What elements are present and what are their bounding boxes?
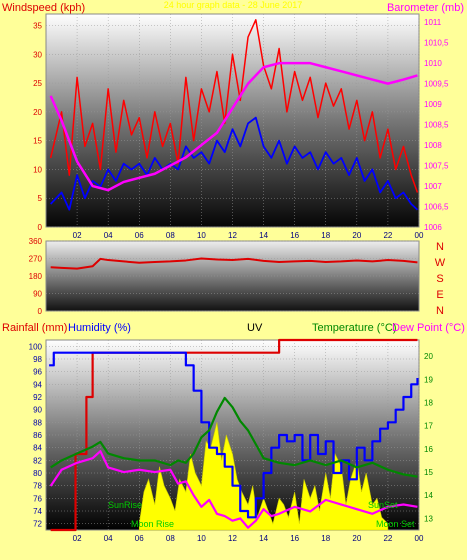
barometer-y-tick: 1010	[424, 59, 442, 68]
x-tick-label: 08	[166, 231, 175, 240]
x-tick-label: 08	[166, 534, 175, 543]
barometer-y-tick: 1010,5	[424, 39, 449, 48]
x-tick-label: 20	[352, 231, 361, 240]
x-tick-label: 22	[383, 231, 392, 240]
x-tick-label: 02	[73, 231, 82, 240]
x-tick-label: 04	[104, 534, 113, 543]
x-tick-label: 06	[135, 231, 144, 240]
barometer-y-tick: 1006	[424, 223, 442, 232]
wind-y-tick: 20	[33, 108, 42, 117]
humidity-y-tick: 82	[33, 456, 42, 465]
humidity-y-tick: 98	[33, 355, 42, 364]
x-tick-label: 18	[321, 231, 330, 240]
humidity-label: Humidity (%)	[68, 322, 131, 334]
humidity-y-tick: 76	[33, 494, 42, 503]
temperature-label: Temperature (°C)	[312, 322, 396, 334]
x-tick-label: 12	[228, 231, 237, 240]
temperature-y-tick: 13	[424, 514, 433, 523]
humidity-y-tick: 80	[33, 469, 42, 478]
x-tick-label: 10	[197, 534, 206, 543]
humidity-y-tick: 78	[33, 482, 42, 491]
wind_avg-line	[50, 116, 419, 211]
humidity-y-tick: 84	[33, 444, 42, 453]
x-tick-label: 16	[290, 534, 299, 543]
temperature-y-tick: 16	[424, 445, 433, 454]
compass-w: W	[435, 257, 446, 269]
temperature-y-tick: 19	[424, 375, 433, 384]
wind-y-tick: 15	[33, 137, 42, 146]
dewpoint-label: Dew Point (°C)	[392, 322, 465, 334]
sunset-annotation: SunSet	[368, 500, 398, 510]
barometer-y-tick: 1011	[424, 18, 442, 27]
direction-y-tick: 270	[29, 255, 43, 264]
x-tick-label: 10	[197, 231, 206, 240]
x-tick-label: 12	[228, 534, 237, 543]
barometer-line	[49, 61, 418, 192]
humidity-y-tick: 92	[33, 393, 42, 402]
compass-e: E	[436, 289, 443, 301]
wind-y-tick: 5	[38, 194, 43, 203]
humidity-y-tick: 74	[33, 507, 42, 516]
sunrise-annotation: SunRise	[108, 500, 142, 510]
compass-s: S	[436, 273, 443, 285]
barometer-axis-label: Barometer (mb)	[387, 2, 464, 14]
compass-n-bottom: N	[436, 305, 444, 317]
uv-label: UV	[247, 322, 263, 334]
barometer-y-tick: 1007	[424, 182, 442, 191]
rainfall-label: Rainfall (mm)	[2, 322, 67, 334]
humidity-y-tick: 72	[33, 520, 42, 529]
humidity-y-tick: 90	[33, 406, 42, 415]
barometer-y-tick: 1007,5	[424, 162, 449, 171]
compass-n: N	[436, 241, 444, 253]
wind-panel	[45, 13, 420, 228]
barometer-y-tick: 1008,5	[424, 121, 449, 130]
uv-area	[138, 422, 389, 531]
dewpoint-line	[49, 450, 418, 529]
chart-title: 24 hour graph data - 28 June 2017	[164, 0, 303, 10]
humidity-y-tick: 88	[33, 418, 42, 427]
x-tick-label: 04	[104, 231, 113, 240]
wind_gust-line	[49, 19, 419, 193]
humidity-y-tick: 96	[33, 368, 42, 377]
x-tick-label: 14	[259, 231, 268, 240]
direction-y-tick: 0	[38, 307, 43, 316]
temperature-y-tick: 20	[424, 352, 433, 361]
humidity-y-tick: 94	[33, 380, 42, 389]
temperature-y-tick: 18	[424, 399, 433, 408]
humidity-y-tick: 86	[33, 431, 42, 440]
direction-y-tick: 180	[29, 272, 43, 281]
temperature-y-tick: 14	[424, 491, 433, 500]
humidity-line	[49, 351, 419, 519]
temperature-y-tick: 17	[424, 422, 433, 431]
x-tick-label: 06	[135, 534, 144, 543]
temperature-line	[50, 396, 418, 478]
moonrise-annotation: Moon Rise	[131, 519, 174, 529]
x-tick-label: 00	[415, 231, 424, 240]
windspeed-axis-label: Windspeed (kph)	[2, 2, 85, 14]
wind-y-tick: 10	[33, 165, 42, 174]
barometer-y-tick: 1009	[424, 100, 442, 109]
wind-y-tick: 30	[33, 50, 42, 59]
direction-line	[50, 257, 418, 270]
direction-y-tick: 90	[33, 290, 42, 299]
x-tick-label: 18	[321, 534, 330, 543]
wind-y-tick: 25	[33, 79, 42, 88]
x-tick-label: 20	[352, 534, 361, 543]
x-tick-label: 14	[259, 534, 268, 543]
direction-y-tick: 360	[29, 237, 43, 246]
wind-y-tick: 0	[38, 223, 43, 232]
barometer-y-tick: 1006,5	[424, 203, 449, 212]
x-tick-label: 22	[383, 534, 392, 543]
moonset-annotation: Moon Set	[376, 519, 415, 529]
barometer-y-tick: 1008	[424, 141, 442, 150]
x-tick-label: 02	[73, 534, 82, 543]
humidity-y-tick: 100	[29, 342, 43, 351]
barometer-y-tick: 1009,5	[424, 80, 449, 89]
temperature-y-tick: 15	[424, 468, 433, 477]
x-tick-label: 00	[415, 534, 424, 543]
wind-y-tick: 35	[33, 22, 42, 31]
x-tick-label: 16	[290, 231, 299, 240]
